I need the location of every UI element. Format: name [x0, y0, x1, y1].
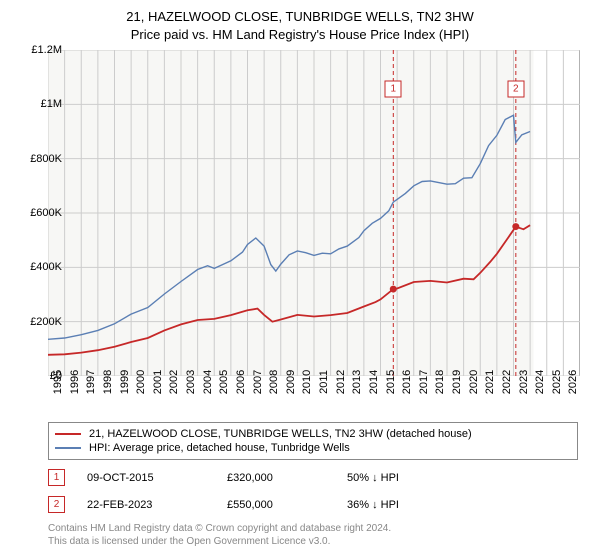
xtick-label: 2006 — [235, 370, 247, 394]
xtick-label: 2018 — [434, 370, 446, 394]
sale-point-marker: 2 — [48, 496, 65, 513]
ytick-label: £200K — [18, 316, 62, 328]
xtick-label: 1996 — [69, 370, 81, 394]
xtick-label: 2026 — [567, 370, 579, 394]
sale-date: 09-OCT-2015 — [87, 472, 227, 484]
sale-points-table: 1 09-OCT-2015£320,00050% ↓ HPI 2 22-FEB-202… — [48, 464, 578, 518]
xtick-label: 2012 — [335, 370, 347, 394]
chart-plot-area — [48, 50, 580, 376]
xtick-label: 2002 — [168, 370, 180, 394]
ytick-label: £1.2M — [18, 44, 62, 56]
xtick-label: 2016 — [401, 370, 413, 394]
legend-label: HPI: Average price, detached house, Tunb… — [89, 442, 350, 454]
legend: 21, HAZELWOOD CLOSE, TUNBRIDGE WELLS, TN… — [48, 422, 578, 460]
xtick-label: 2007 — [252, 370, 264, 394]
xtick-label: 2000 — [135, 370, 147, 394]
legend-swatch — [55, 447, 81, 449]
xtick-label: 2021 — [484, 370, 496, 394]
legend-swatch — [55, 433, 81, 435]
xtick-label: 1997 — [85, 370, 97, 394]
sale-price: £550,000 — [227, 499, 347, 511]
xtick-label: 2004 — [202, 370, 214, 394]
xtick-label: 2019 — [451, 370, 463, 394]
xtick-label: 1999 — [119, 370, 131, 394]
xtick-label: 2014 — [368, 370, 380, 394]
xtick-label: 2015 — [385, 370, 397, 394]
xtick-label: 2005 — [218, 370, 230, 394]
title-line-1: 21, HAZELWOOD CLOSE, TUNBRIDGE WELLS, TN… — [0, 8, 600, 26]
ytick-label: £400K — [18, 261, 62, 273]
xtick-label: 2024 — [534, 370, 546, 394]
footer-line-2: This data is licensed under the Open Gov… — [48, 535, 391, 548]
legend-label: 21, HAZELWOOD CLOSE, TUNBRIDGE WELLS, TN… — [89, 428, 472, 440]
ytick-label: £1M — [18, 98, 62, 110]
xtick-label: 2009 — [285, 370, 297, 394]
sale-point-marker: 1 — [48, 469, 65, 486]
chart-container: 21, HAZELWOOD CLOSE, TUNBRIDGE WELLS, TN… — [0, 0, 600, 560]
xtick-label: 2008 — [268, 370, 280, 394]
legend-item: HPI: Average price, detached house, Tunb… — [55, 441, 571, 455]
xtick-label: 2023 — [518, 370, 530, 394]
xtick-label: 1995 — [52, 370, 64, 394]
legend-item: 21, HAZELWOOD CLOSE, TUNBRIDGE WELLS, TN… — [55, 427, 571, 441]
chart-svg — [48, 50, 580, 376]
chart-sale-marker: 2 — [507, 81, 524, 98]
footer-attribution: Contains HM Land Registry data © Crown c… — [48, 522, 391, 548]
ytick-label: £600K — [18, 207, 62, 219]
xtick-label: 2020 — [468, 370, 480, 394]
sale-price: £320,000 — [227, 472, 347, 484]
xtick-label: 2003 — [185, 370, 197, 394]
xtick-label: 2017 — [418, 370, 430, 394]
footer-line-1: Contains HM Land Registry data © Crown c… — [48, 522, 391, 535]
xtick-label: 1998 — [102, 370, 114, 394]
xtick-label: 2001 — [152, 370, 164, 394]
sale-vs-hpi: 36% ↓ HPI — [347, 499, 467, 511]
sale-vs-hpi: 50% ↓ HPI — [347, 472, 467, 484]
sale-date: 22-FEB-2023 — [87, 499, 227, 511]
xtick-label: 2025 — [551, 370, 563, 394]
chart-sale-marker: 1 — [385, 81, 402, 98]
sale-point-row: 2 22-FEB-2023£550,00036% ↓ HPI — [48, 491, 578, 518]
xtick-label: 2010 — [301, 370, 313, 394]
title-line-2: Price paid vs. HM Land Registry's House … — [0, 26, 600, 44]
xtick-label: 2011 — [318, 370, 330, 394]
sale-point-row: 1 09-OCT-2015£320,00050% ↓ HPI — [48, 464, 578, 491]
ytick-label: £800K — [18, 153, 62, 165]
chart-title: 21, HAZELWOOD CLOSE, TUNBRIDGE WELLS, TN… — [0, 0, 600, 43]
xtick-label: 2013 — [351, 370, 363, 394]
xtick-label: 2022 — [501, 370, 513, 394]
